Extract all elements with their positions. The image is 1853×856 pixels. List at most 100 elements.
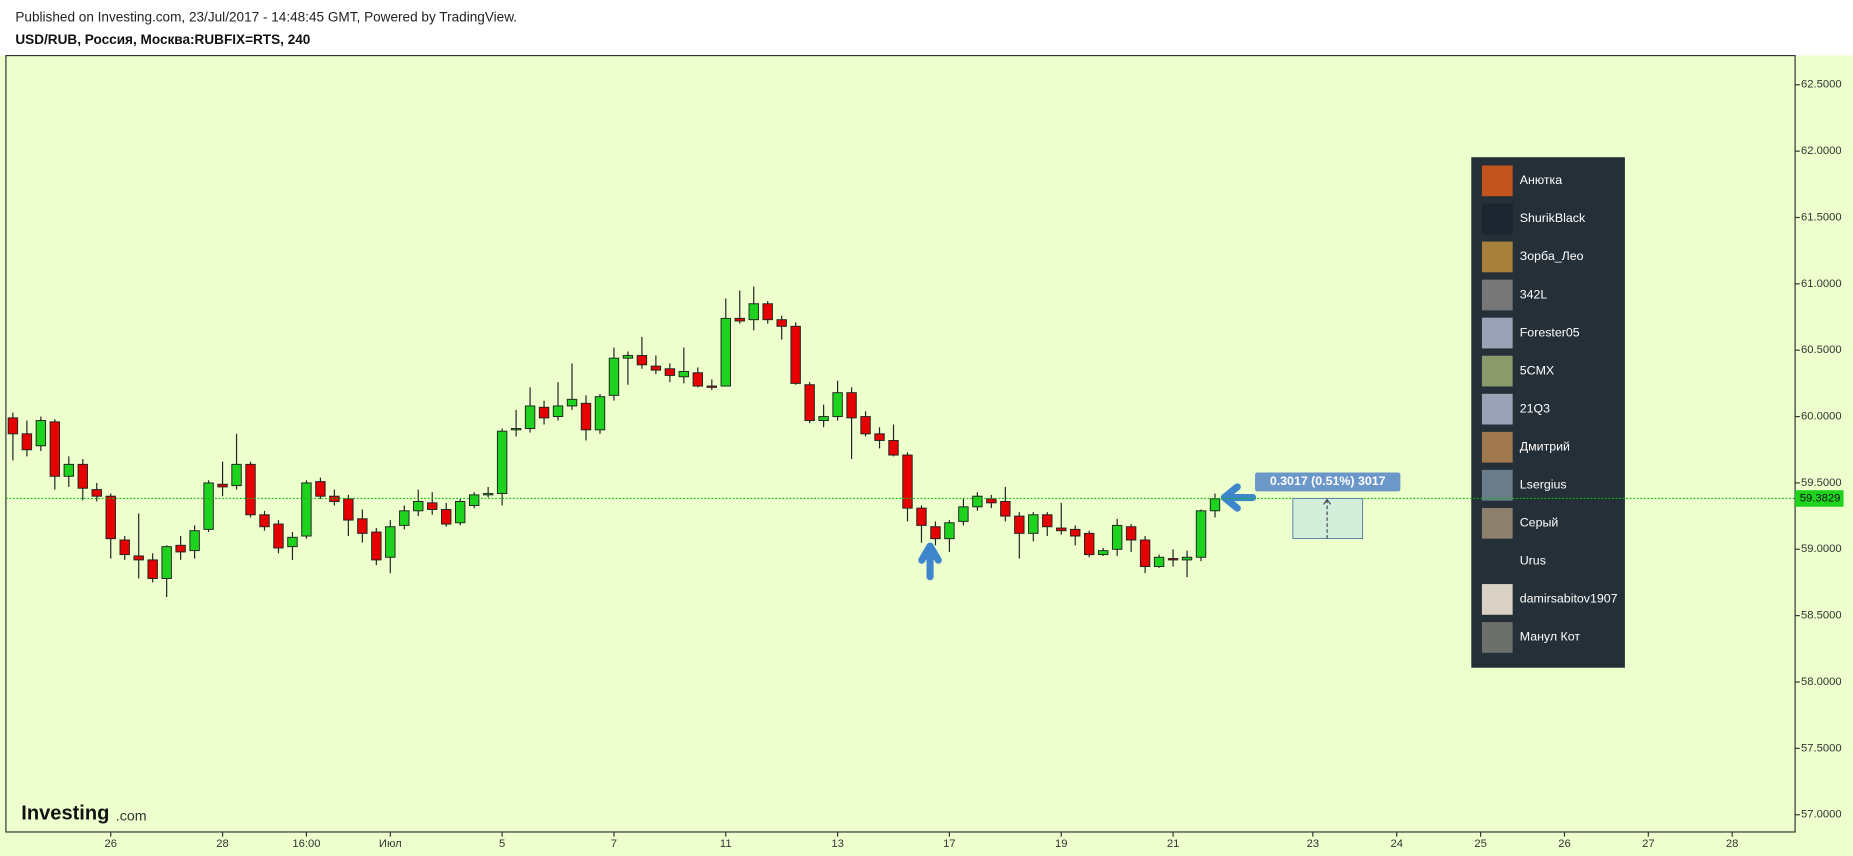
user-avatar xyxy=(1481,469,1513,501)
y-tick-label: 57.5000 xyxy=(1801,742,1842,754)
x-tick-label: Июл xyxy=(379,838,402,850)
x-tick-label: 19 xyxy=(1055,838,1067,850)
user-avatar xyxy=(1481,165,1513,197)
candle-body xyxy=(1167,558,1179,561)
user-name: Urus xyxy=(1520,554,1546,568)
candle-body xyxy=(1000,501,1011,517)
user-name: damirsabitov1907 xyxy=(1520,592,1618,606)
candle-body xyxy=(944,522,955,540)
current-price-box xyxy=(1795,490,1844,507)
candle-body xyxy=(1125,526,1137,541)
candle-body xyxy=(427,502,438,510)
candle-body xyxy=(734,317,745,322)
candle-body xyxy=(972,495,983,508)
candle-body xyxy=(566,398,578,407)
logo-brand: Investing xyxy=(21,803,109,825)
candle-body xyxy=(371,531,382,561)
user-name: ShurikBlack xyxy=(1520,211,1586,225)
y-tick-label: 61.5000 xyxy=(1801,211,1842,223)
user-name: Forester05 xyxy=(1520,325,1580,339)
x-tick-label: 13 xyxy=(831,838,843,850)
candle-body xyxy=(860,416,871,435)
measure-label-box xyxy=(1255,472,1401,492)
candle-body xyxy=(21,433,33,451)
candle-body xyxy=(301,482,312,537)
user-avatar xyxy=(1481,584,1513,615)
candle-body xyxy=(510,428,522,431)
x-tick-label: 24 xyxy=(1390,838,1402,850)
candle-body xyxy=(119,539,130,556)
user-avatar xyxy=(1481,203,1513,235)
user-name: Серый xyxy=(1520,516,1559,530)
candle-body xyxy=(49,421,61,477)
candle-body xyxy=(958,506,969,522)
candle-body xyxy=(175,544,186,553)
candle-body xyxy=(524,405,536,429)
candle-body xyxy=(413,501,424,512)
x-tick-label: 5 xyxy=(499,838,505,850)
symbol-title: USD/RUB, Россия, Москва:RUBFIX=RTS, 240 xyxy=(15,32,310,47)
user-avatar xyxy=(1481,241,1513,273)
x-tick-label: 28 xyxy=(216,838,228,850)
candle-body xyxy=(874,433,885,441)
user-name: Анютка xyxy=(1520,173,1562,187)
y-tick-label: 60.0000 xyxy=(1801,411,1842,423)
logo-domain: .com xyxy=(116,808,147,824)
x-tick-label: 23 xyxy=(1307,838,1319,850)
user-avatar xyxy=(1481,545,1513,577)
y-tick-label: 58.5000 xyxy=(1801,610,1842,622)
candle-body xyxy=(454,501,466,524)
candle-body xyxy=(385,526,396,558)
candle-body xyxy=(622,355,634,359)
candle-body xyxy=(902,454,913,509)
user-avatar xyxy=(1481,431,1513,463)
plot-area xyxy=(7,286,1221,598)
x-tick-label: 21 xyxy=(1167,838,1179,850)
candle-body xyxy=(1195,510,1207,558)
candle-body xyxy=(678,370,690,378)
published-note: Published on Investing.com, 23/Jul/2017 … xyxy=(15,9,517,24)
candle-body xyxy=(273,523,284,549)
candle-body xyxy=(35,420,47,447)
candle-body xyxy=(329,495,340,502)
candle-body xyxy=(161,546,172,579)
candle-body xyxy=(468,494,480,506)
candle-body xyxy=(105,495,116,540)
candle-body xyxy=(1181,556,1193,561)
x-tick-label: 16:00 xyxy=(292,838,320,850)
candle-body xyxy=(203,482,214,530)
user-name: Дмитрий xyxy=(1520,439,1570,453)
candle-body xyxy=(888,439,899,456)
candle-body xyxy=(776,319,787,327)
candle-body xyxy=(1042,514,1053,528)
candle-body xyxy=(259,514,270,528)
candle-body xyxy=(1097,550,1109,556)
candle-body xyxy=(315,481,326,497)
x-tick-label: 28 xyxy=(1726,838,1738,850)
candle-body xyxy=(1139,539,1151,568)
candle-body xyxy=(77,463,88,489)
candle-body xyxy=(147,559,158,579)
candle-body xyxy=(846,392,857,419)
candle-body xyxy=(762,303,773,321)
y-tick-label: 57.0000 xyxy=(1801,809,1842,821)
candle-body xyxy=(832,392,843,418)
candle-body xyxy=(399,510,410,526)
candle-body xyxy=(552,405,564,418)
candle-body xyxy=(720,317,731,387)
x-tick-label: 11 xyxy=(720,838,732,850)
candle-body xyxy=(664,368,676,376)
x-tick-label: 26 xyxy=(1558,838,1570,850)
user-avatar xyxy=(1481,622,1513,653)
users-list: Анютка ShurikBlack Зорба_Лео 342L Forester05… xyxy=(1481,165,1618,653)
user-name: Зорба_Лео xyxy=(1520,249,1584,263)
candle-body xyxy=(706,385,717,388)
candle-body xyxy=(1070,528,1081,537)
candle-body xyxy=(790,325,801,384)
candle-body xyxy=(636,355,648,366)
candle-body xyxy=(580,402,592,431)
user-avatar xyxy=(1481,355,1513,387)
current-price-label: 59.3829 xyxy=(1800,492,1841,504)
candle-body xyxy=(343,498,354,521)
